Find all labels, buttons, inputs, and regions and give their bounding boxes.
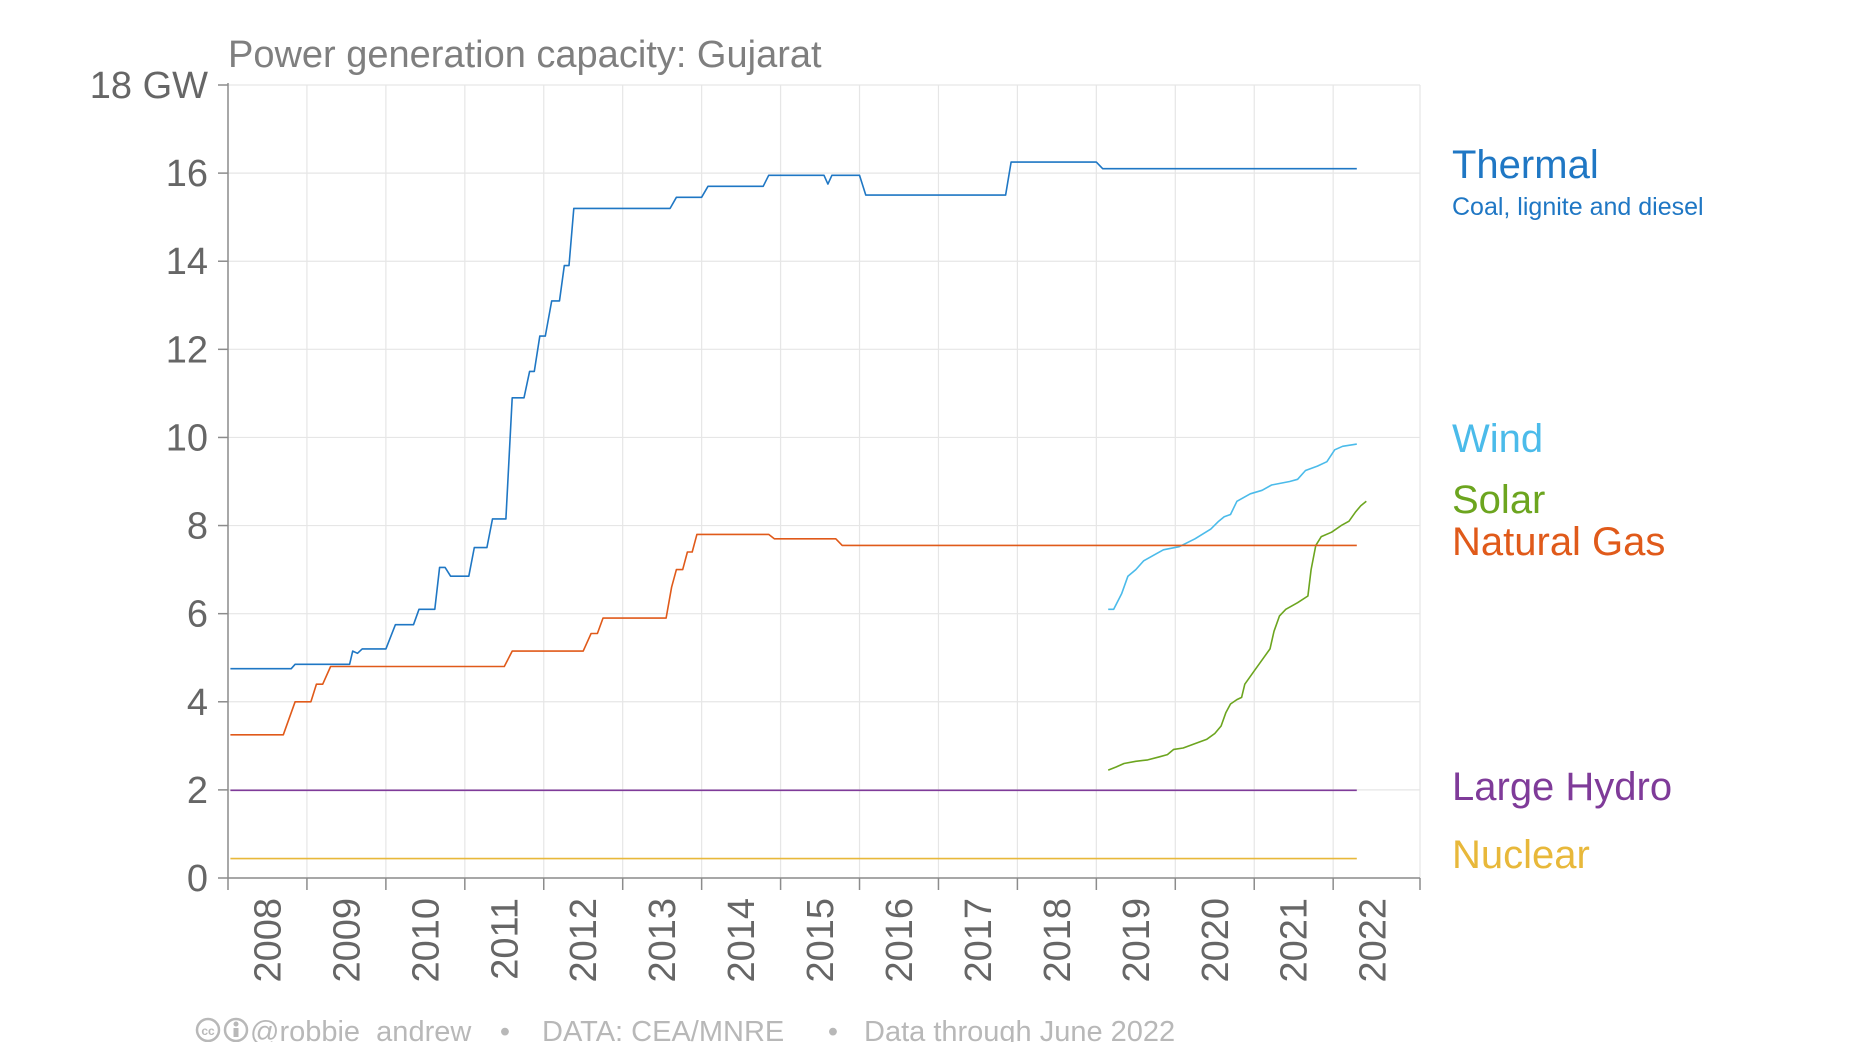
x-tick-label: 2011 [484,898,526,980]
series-line-natural-gas [230,533,1357,736]
series-line-wind [1108,443,1357,611]
x-tick-label: 2015 [800,898,842,983]
y-tick-label: 18 GW [90,65,208,107]
legend-label-solar: Solar [1452,478,1545,522]
labels: Thermal Coal, lignite and diesel Wind Solar… [1452,143,1704,877]
footer-source: DATA: CEA/MNRE [542,1016,784,1042]
legend-label-large-hydro: Large Hydro [1452,765,1672,809]
svg-text:cc: cc [201,1024,215,1038]
axes: 0 2 4 6 8 10 12 14 16 18 GW 2008 2009 2010 2011 2012 20… [90,65,1421,983]
footer-credit: @robbie_andrew [250,1016,472,1042]
legend-sublabel-thermal: Coal, lignite and diesel [1452,193,1704,221]
y-tick-label: 16 [166,153,208,195]
y-tick-label: 6 [187,594,208,636]
x-tick-label: 2014 [721,898,763,983]
x-tick-label: 2019 [1116,898,1158,983]
chart-title: Power generation capacity: Gujarat [228,34,822,76]
y-tick-label: 4 [187,682,208,724]
x-tick-label: 2018 [1037,898,1079,983]
footer: cc @robbie_andrew • DATA: CEA/MNRE • Dat… [195,1016,1175,1042]
attribution-icon [223,1017,249,1042]
x-tick-label: 2020 [1195,898,1237,983]
x-tick-label: 2008 [247,898,289,983]
series-lines [230,161,1367,860]
y-tick-label: 0 [187,858,208,900]
series-line-solar [1107,500,1367,771]
y-tick-label: 8 [187,506,208,548]
x-tick-label: 2012 [563,898,605,983]
x-tick-label: 2021 [1274,898,1316,983]
y-tick-label: 10 [166,417,208,459]
legend-label-thermal: Thermal [1452,143,1599,187]
x-tick-label: 2022 [1353,898,1395,983]
footer-separator-1: • [500,1016,510,1042]
y-tick-label: 14 [166,241,208,283]
series-line-thermal [230,161,1357,670]
y-tick-label: 2 [187,770,208,812]
y-tick-label: 12 [166,329,208,371]
x-tick-label: 2017 [958,898,1000,983]
x-tick-label: 2009 [326,898,368,983]
creative-commons-icon: cc [195,1017,221,1042]
x-tick-label: 2016 [879,898,921,983]
grid [228,84,1421,879]
footer-note: Data through June 2022 [864,1016,1175,1042]
legend-label-natural-gas: Natural Gas [1452,520,1665,564]
x-tick-label: 2010 [405,898,447,983]
legend-label-wind: Wind [1452,417,1543,461]
legend-label-nuclear: Nuclear [1452,833,1590,877]
footer-separator-2: • [828,1016,838,1042]
x-tick-label: 2013 [642,898,684,983]
